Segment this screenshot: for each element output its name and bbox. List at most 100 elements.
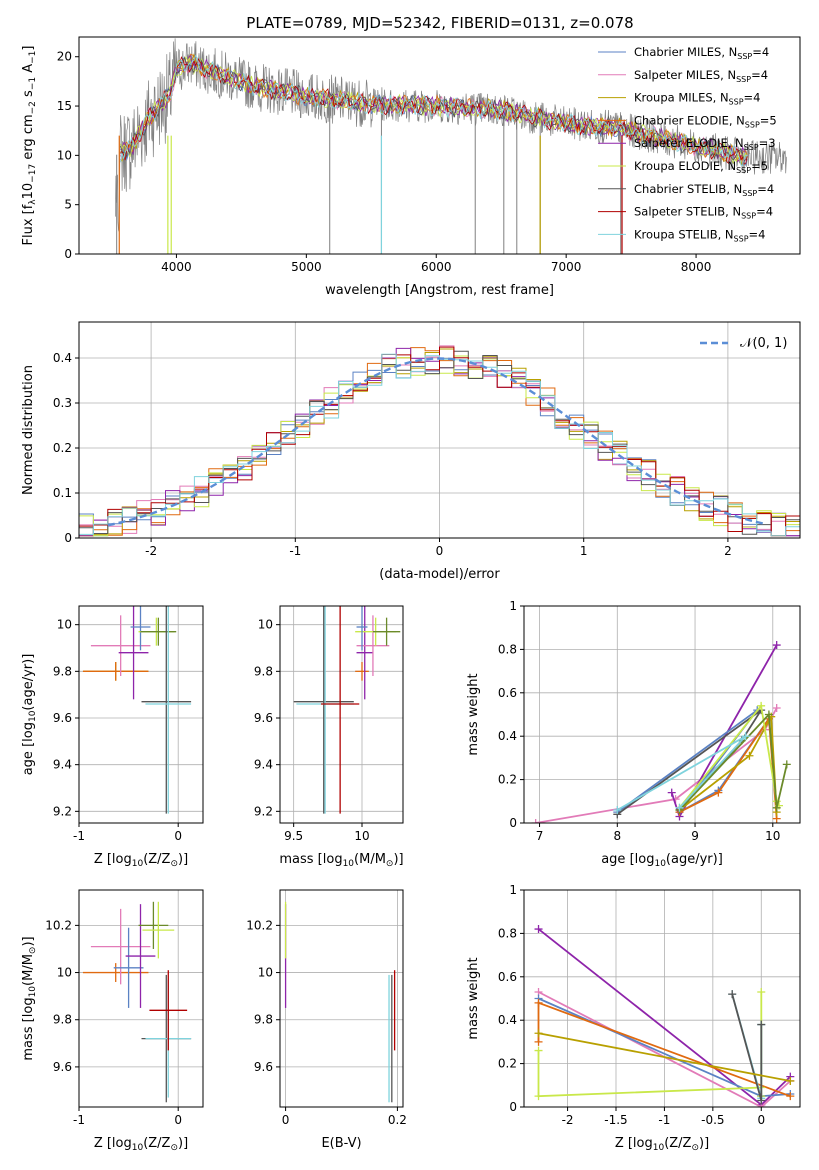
y-tick-label: 9.6 [53,711,72,725]
x-tick-label: 0 [174,829,182,843]
error-bar-point [372,617,401,646]
error-bar-point [130,606,151,651]
error-bar-point [141,606,192,814]
x-tick-label: 4000 [161,260,192,274]
weight-marker [534,1037,543,1046]
weight-marker [534,1092,543,1101]
x-axis-label: (data-model)/error [379,567,500,582]
x-tick-label: 0 [282,1113,290,1127]
y-tick-label: 10 [57,148,72,162]
y-tick-label: 0.2 [498,773,517,787]
x-tick-label: 0 [757,1113,765,1127]
x-axis-label: Z [log10(Z/Z⊙)] [94,852,188,869]
error-bar-point [321,606,360,814]
y-tick-label: 0.6 [498,970,517,984]
x-tick-label: 2 [724,544,732,558]
y-tick-label: 9.8 [53,1013,72,1027]
chart-panel-4: 7 8 9 10 0 0.2 0.4 0.6 0.8 1 age [log10(age/yr)] ma… [466,599,801,869]
x-tick-label: 7000 [551,260,582,274]
chart-panel-5: -1 0 9.6 9.8 10 10.2 Z [log10(Z/Z⊙)] mass [log1… [21,889,204,1153]
weight-marker [613,805,622,814]
error-bar-point [125,904,156,1008]
weight-marker [534,925,543,934]
x-tick-label: 9 [691,829,699,843]
y-tick-label: 0.1 [53,486,72,500]
chart-panel-0: 4000 5000 6000 7000 8000 0 5 10 15 20 wavelength [… [21,36,801,298]
legend-entry: Kroupa ELODIE, NSSP=5 [634,159,768,175]
error-bar-point [140,617,177,646]
y-tick-label: 9.8 [254,1013,273,1027]
error-bar-point [145,606,192,814]
y-tick-label: 15 [57,99,72,113]
x-tick-label: 0 [174,1113,182,1127]
axes-frame [279,605,404,824]
chart-panel-7: -2 -1.5 -1 -0.5 0 0 0.2 0.4 0.6 0.8 1 Z [log10(Z/Z⊙… [466,883,801,1153]
y-tick-label: 10 [57,618,72,632]
chart-panel-1: -2 -1 0 1 2 0 0.1 0.2 0.3 0.4 (data-model)/error No… [21,321,801,582]
x-tick-label: 8000 [681,260,712,274]
weight-marker [772,641,781,650]
plot-area [82,901,192,1103]
y-tick-label: 9.6 [254,1060,273,1074]
axes-frame [523,605,801,824]
y-tick-label: 1 [509,883,517,897]
error-bar-point [113,927,144,1008]
y-tick-label: 0.3 [53,396,72,410]
plot-area [284,901,396,1103]
x-axis-label: E(B-V) [321,1136,361,1151]
plot-area [293,606,401,814]
x-tick-label: -0.5 [701,1113,724,1127]
y-tick-label: 9.2 [53,804,72,818]
x-tick-label: -1 [73,829,85,843]
weight-marker [786,1092,795,1101]
y-axis-label: Flux [fλ10−17 erg cm−2 s−1 A−1] [21,46,38,246]
y-tick-label: 9.6 [53,1060,72,1074]
weight-marker [667,788,676,797]
weight-marker [772,703,781,712]
weight-marker [728,990,737,999]
legend-entry: 𝒩(0, 1) [740,336,787,351]
weight-marker [741,732,750,741]
error-bar-point [138,901,169,949]
plot-area [531,641,791,823]
y-axis-label: mass weight [466,957,481,1039]
x-tick-label: 0 [436,544,444,558]
weight-marker [534,1046,543,1055]
model-fit-line [120,55,748,163]
error-bar-point [356,606,368,651]
chart-panel-3: 9.5 10 9.2 9.4 9.6 9.8 10 mass [log10(M/M⊙)] [254,605,404,869]
weight-marker [757,701,766,710]
error-bar-point [356,606,373,700]
x-tick-label: 7 [536,829,544,843]
y-tick-label: 9.8 [254,664,273,678]
error-bar-point [82,662,149,681]
error-bar-point [293,606,354,814]
y-tick-label: 0.2 [498,1057,517,1071]
x-axis-label: mass [log10(M/M⊙)] [279,852,403,869]
error-bar-point [142,901,175,959]
legend-entry: Chabrier STELIB, NSSP=4 [634,182,774,198]
y-tick-label: 10 [258,966,273,980]
x-tick-label: 1 [580,544,588,558]
x-tick-label: -2 [145,544,157,558]
y-tick-label: 0.4 [498,1013,517,1027]
y-tick-label: 0.8 [498,642,517,656]
x-tick-label: 8 [613,829,621,843]
weight-marker [757,1096,766,1105]
y-tick-label: 5 [64,198,72,212]
x-tick-label: -1 [289,544,301,558]
y-tick-label: 0.6 [498,686,517,700]
y-tick-label: 10 [258,618,273,632]
weight-marker [675,803,684,812]
x-tick-label: -2 [562,1113,574,1127]
axes-frame [78,605,204,824]
weight-marker [782,760,791,769]
x-axis-label: Z [log10(Z/Z⊙)] [615,1136,709,1153]
weight-series-line [538,1032,791,1082]
error-bar-point [149,970,188,1051]
x-tick-label: 10 [765,829,780,843]
legend-entry: Kroupa STELIB, NSSP=4 [634,227,765,243]
normal-reference-curve [107,357,765,527]
axes-frame [279,889,404,1108]
